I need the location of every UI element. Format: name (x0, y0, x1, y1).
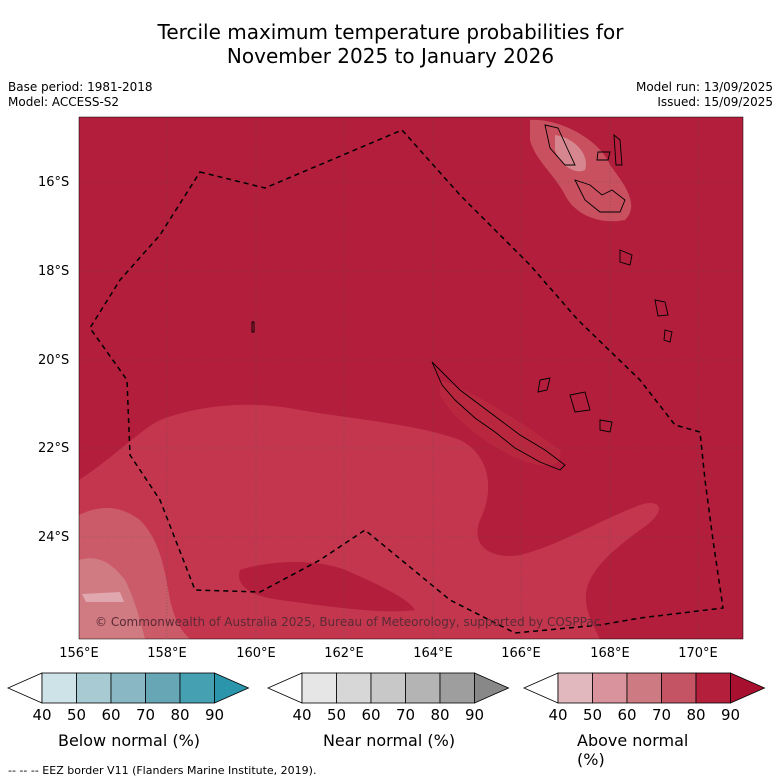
colorbar-tick-label: 80 (170, 706, 190, 724)
title-line-1: Tercile maximum temperature probabilitie… (157, 20, 624, 44)
map-title: Tercile maximum temperature probabilitie… (0, 20, 781, 68)
colorbar-tick-label: 50 (66, 706, 87, 724)
colorbar-tick-label: 70 (651, 706, 672, 724)
above-normal-50-patch (82, 592, 124, 602)
colorbar-segment (626, 672, 662, 704)
colorbar-extend-high (214, 672, 250, 704)
colorbar-segment (439, 672, 475, 704)
lat-label-24s: 24°S (38, 530, 70, 545)
colorbar-tick-label: 60 (101, 706, 121, 724)
colorbar-extend-low (523, 672, 559, 704)
colorbar-tick-label: 90 (720, 706, 741, 724)
lon-label-168e: 168°E (590, 646, 630, 661)
colorbar-segment (661, 672, 697, 704)
colorbar-segment (41, 672, 77, 704)
colorbar-tick-label: 90 (204, 706, 225, 724)
colorbar-extend-high (474, 672, 510, 704)
vanuatu-islands (544, 124, 673, 343)
probability-field (79, 117, 743, 639)
colorbar-tick-label: 60 (361, 706, 381, 724)
lat-label-16s: 16°S (38, 175, 70, 190)
lon-label-158e: 158°E (147, 646, 187, 661)
colorbar-segment (557, 672, 593, 704)
colorbar-tick-label: 50 (582, 706, 603, 724)
lon-label-156e: 156°E (59, 646, 99, 661)
colorbar-tick-label: 40 (548, 706, 568, 724)
colorbar-label-above: Above normal (%) (577, 731, 689, 769)
colorbar-extend-high (730, 672, 766, 704)
colorbar-segment (145, 672, 181, 704)
colorbar-tick-label: 60 (617, 706, 637, 724)
issued-date: Issued: 15/09/2025 (657, 95, 773, 109)
loyalty-islands (537, 377, 613, 433)
lon-label-170e: 170°E (678, 646, 718, 661)
colorbar-tick-label: 50 (326, 706, 347, 724)
above-normal-80-region (79, 404, 659, 639)
model-run: Model run: 13/09/2025 (635, 80, 773, 94)
colorbar-segment (592, 672, 628, 704)
meta-left: Base period: 1981-2018 Model: ACCESS-S2 (8, 80, 153, 110)
colorbar-segment (695, 672, 731, 704)
lon-label-160e: 160°E (236, 646, 276, 661)
colorbar-extend-low (7, 672, 43, 704)
colorbar-tick-label: 90 (464, 706, 485, 724)
colorbar-segment (76, 672, 112, 704)
base-period: Base period: 1981-2018 (8, 80, 153, 94)
colorbar-tick-label: 70 (395, 706, 416, 724)
colorbar-label-near: Near normal (%) (322, 731, 456, 750)
colorbar-below-normal (7, 672, 250, 704)
colorbar-label-below: Below normal (%) (57, 731, 201, 750)
graticule (79, 117, 743, 639)
colorbar-tick-label: 40 (32, 706, 52, 724)
colorbar-segment (370, 672, 406, 704)
small-islet-west (251, 321, 255, 333)
colorbar-segment (301, 672, 337, 704)
meta-right: Model run: 13/09/2025 Issued: 15/09/2025 (636, 80, 773, 110)
colorbar-extend-low (267, 672, 303, 704)
colorbar-tick-label: 40 (292, 706, 312, 724)
new-caledonia-island (431, 361, 566, 471)
new-caledonia-region (440, 380, 561, 466)
model-name: Model: ACCESS-S2 (8, 95, 120, 109)
map-frame (78, 116, 744, 640)
colorbar-above-normal (523, 672, 766, 704)
colorbar-tick-label: 80 (686, 706, 706, 724)
colorbars (7, 672, 766, 704)
title-line-2: November 2025 to January 2026 (226, 44, 555, 68)
eez-legend: -- -- -- EEZ border V11 (Flanders Marine… (8, 764, 317, 777)
lon-label-164e: 164°E (413, 646, 453, 661)
colorbar-segment (110, 672, 146, 704)
lon-label-166e: 166°E (501, 646, 541, 661)
lat-label-20s: 20°S (38, 353, 70, 368)
lat-label-22s: 22°S (38, 441, 70, 456)
lat-label-18s: 18°S (38, 264, 70, 279)
eez-border (89, 129, 724, 634)
colorbar-segment (179, 672, 215, 704)
colorbar-segment (336, 672, 372, 704)
colorbar-segment (405, 672, 441, 704)
colorbar-tick-label: 70 (135, 706, 156, 724)
copyright-notice: © Commonwealth of Australia 2025, Bureau… (95, 615, 601, 629)
lon-label-162e: 162°E (324, 646, 364, 661)
colorbar-tick-label: 80 (430, 706, 450, 724)
colorbar-near-normal (267, 672, 510, 704)
above-normal-90-patch-south (239, 562, 415, 612)
